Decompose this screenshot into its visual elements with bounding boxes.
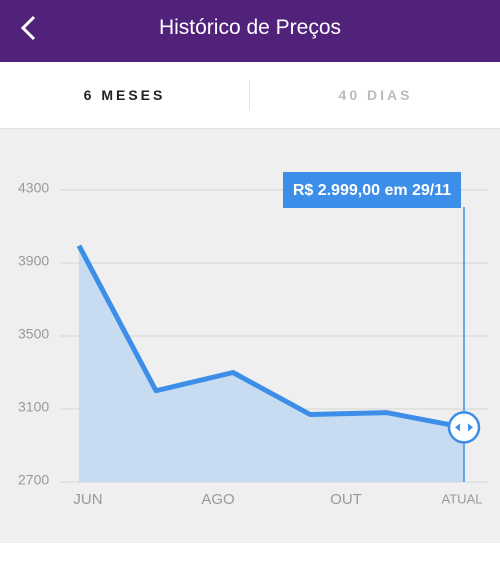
tab-divider — [249, 80, 250, 110]
back-button[interactable] — [18, 14, 42, 42]
y-tick-label: 3100 — [18, 399, 49, 415]
y-tick-label: 3900 — [18, 253, 49, 269]
line — [76, 244, 465, 430]
y-tick-label: 4300 — [18, 180, 49, 196]
area — [79, 245, 464, 482]
handle-arrows — [455, 423, 473, 432]
x-tick-label: ATUAL — [442, 491, 483, 506]
page-title: Histórico de Preços — [158, 16, 342, 39]
tab-bar: 6 MESES 40 DIAS — [0, 62, 500, 129]
tab[interactable]: 6 MESES — [83, 87, 166, 103]
x-tick-label: OUT — [330, 491, 362, 508]
tooltip-label: R$ 2.999,00 em 29/11 — [293, 182, 451, 199]
chart: 2700 3100 3500 3900 4300 R$ 2.999,00 em 29/11… — [0, 129, 500, 543]
x-tick-label: AGO — [201, 491, 234, 508]
back-icon — [20, 15, 36, 41]
tab[interactable]: 40 DIAS — [338, 87, 413, 103]
y-tick-label: 3500 — [18, 326, 49, 342]
app-bar: Histórico de Preços — [0, 0, 500, 62]
tooltip-box — [283, 172, 461, 208]
cursor-handle — [447, 411, 481, 444]
y-tick-label: 2700 — [18, 472, 49, 488]
x-tick-label: JUN — [73, 491, 102, 508]
